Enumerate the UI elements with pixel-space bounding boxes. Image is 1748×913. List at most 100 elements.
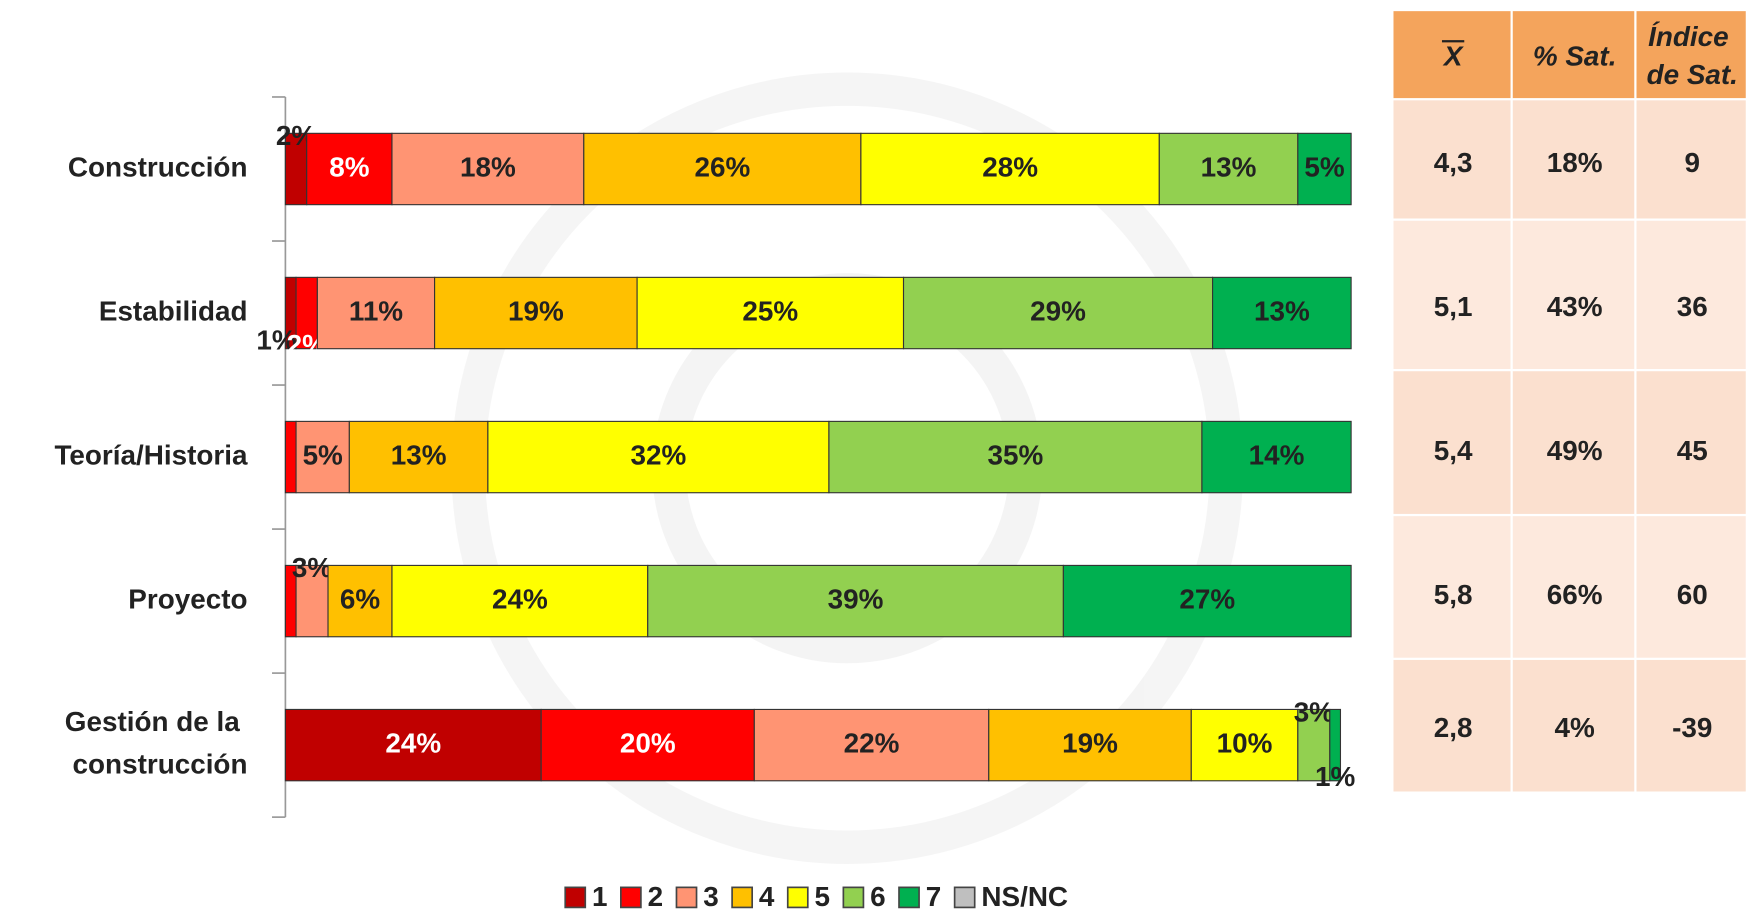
data-label: 13% [1254,295,1310,326]
table-value: 66% [1547,579,1603,610]
table-cell [1393,659,1511,792]
bar-segment [284,420,297,494]
table-header-cell [1512,11,1635,99]
table-value: 43% [1547,291,1603,322]
data-label: 39% [828,583,884,614]
bar-segment [1062,564,1352,638]
line: Gestión de la [65,706,248,737]
bar-segment [1212,276,1352,350]
bar-segment [295,420,350,494]
table-value: 5,8 [1434,579,1473,610]
data-label: 3% [1294,696,1334,727]
legend-swatch [953,886,976,909]
category-label: Gestión de la construcción [65,706,248,779]
legend-label: NS/NC [981,881,1068,912]
legend-label: 1 [592,881,608,912]
legend-label: 2 [648,881,664,912]
bar-segment [636,276,905,350]
table-cell [1636,100,1746,219]
bar-segment [487,420,830,494]
table-cell [1512,516,1635,658]
bar-segment [295,564,329,638]
category-label: Estabilidad [99,295,248,326]
data-label: 1% [256,324,296,355]
data-label: 11% [349,295,403,326]
data-label: 1% [1315,761,1355,792]
bar-segment [753,708,990,782]
legend-swatch [898,886,920,909]
legend-swatch [731,886,754,909]
data-label: 18% [460,151,516,182]
bar-segment [1297,132,1352,206]
bar-segment [1297,708,1331,782]
data-label: 13% [391,439,447,470]
data-label: 24% [492,583,548,614]
legend-swatch [786,886,809,909]
legend-swatch [675,886,698,909]
table-value: 18% [1547,147,1603,178]
line: Índice [1648,21,1736,52]
table-cell [1393,516,1511,658]
table-cell [1636,516,1746,658]
data-label: 22% [844,727,900,758]
table-value: 9 [1684,147,1700,178]
data-label: 28% [982,151,1038,182]
bar-segment [540,708,755,782]
table-cell [1636,220,1746,369]
table-value: 5,4 [1434,435,1473,466]
category-label: Teoría/Historia [54,439,248,470]
table-cell [1512,659,1635,792]
bar-segment [284,708,542,782]
table-header-cell [1636,11,1746,99]
bar-segment [583,132,862,206]
category-label: Construcción [68,151,248,182]
table-cell [1636,659,1746,792]
bar-segment [348,420,489,494]
table-cell [1512,100,1635,219]
bar-segment [327,564,393,638]
table-header: Índice de Sat. [1647,21,1738,90]
table-header-cell [1393,11,1511,99]
data-label: 25% [742,295,798,326]
table-value: 60 [1677,579,1708,610]
bar-segment [860,132,1160,206]
bar-segment [316,276,436,350]
data-label: 35% [988,439,1044,470]
data-label: 20% [620,727,676,758]
bar-segment [828,420,1203,494]
data-label: 5% [1304,151,1344,182]
legend-swatch [620,886,642,909]
table-cell [1393,100,1511,219]
category-label: Proyecto [128,583,247,614]
legend-label: 7 [926,881,942,912]
table-value: 45 [1677,435,1708,466]
data-label: 5% [303,439,343,470]
table-cell [1512,220,1635,369]
line: construcción [73,749,248,780]
legend-swatch [842,886,865,909]
data-label: 29% [1030,295,1086,326]
table-value: 4% [1555,712,1595,743]
table-value: 36 [1677,291,1708,322]
data-label: 10% [1217,727,1273,758]
table-value: 4,3 [1434,147,1473,178]
data-label: 6% [340,583,380,614]
data-label: 19% [1062,727,1118,758]
bar-segment [988,708,1192,782]
bar-segment [1201,420,1352,494]
legend-label: 4 [759,881,775,912]
table-cell [1636,371,1746,514]
table-header: X [1442,40,1464,71]
table-value: -39 [1672,712,1712,743]
data-label: 3% [292,552,332,583]
data-label: 26% [694,151,750,182]
table-header: % Sat. [1533,40,1617,71]
table-cell [1512,371,1635,514]
bar-segment [647,564,1064,638]
legend-label: 6 [870,881,886,912]
data-label: 32% [631,439,687,470]
table-cell [1393,371,1511,514]
data-label: 13% [1201,151,1257,182]
legend-swatch [564,886,587,909]
